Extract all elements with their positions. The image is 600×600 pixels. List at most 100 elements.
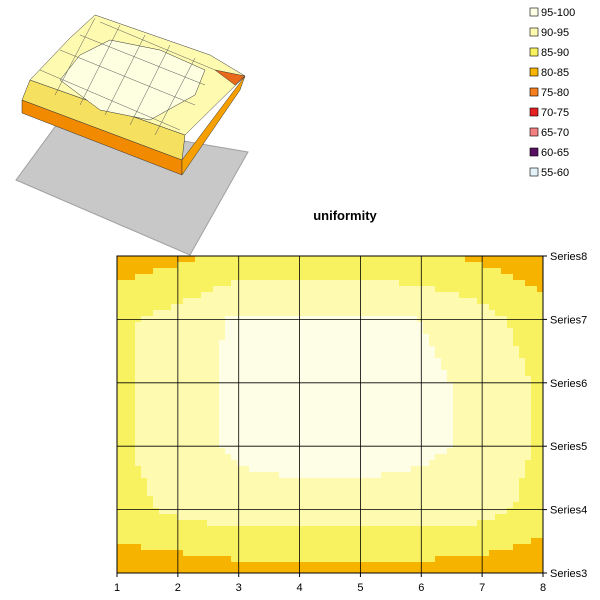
- contour-cell: [411, 466, 418, 473]
- contour-cell: [141, 436, 148, 443]
- contour-cell: [537, 340, 543, 347]
- contour-cell: [363, 400, 370, 407]
- contour-cell: [285, 352, 292, 359]
- contour-cell: [387, 472, 394, 479]
- contour-cell: [237, 520, 244, 527]
- contour-cell: [171, 364, 178, 371]
- contour-cell: [237, 256, 244, 263]
- contour-cell: [381, 364, 388, 371]
- contour-cell: [183, 520, 190, 527]
- contour-cell: [129, 292, 136, 299]
- contour-cell: [219, 442, 226, 449]
- contour-cell: [177, 424, 184, 431]
- contour-cell: [321, 280, 328, 287]
- contour-cell: [297, 262, 304, 269]
- contour-cell: [369, 346, 376, 353]
- contour-cell: [195, 436, 202, 443]
- contour-cell: [219, 550, 226, 557]
- contour-cell: [339, 532, 346, 539]
- contour-cell: [513, 322, 520, 329]
- contour-cell: [465, 568, 472, 573]
- contour-cell: [381, 472, 388, 479]
- contour-cell: [483, 268, 490, 275]
- contour-cell: [447, 382, 454, 389]
- contour-cell: [459, 292, 466, 299]
- contour-cell: [255, 472, 262, 479]
- contour-cell: [507, 394, 514, 401]
- contour-cell: [225, 286, 232, 293]
- contour-cell: [255, 532, 262, 539]
- contour-cell: [285, 418, 292, 425]
- contour-cell: [279, 520, 286, 527]
- contour-cell: [501, 454, 508, 461]
- contour-cell: [465, 334, 472, 341]
- contour-cell: [447, 256, 454, 263]
- contour-cell: [201, 430, 208, 437]
- contour-cell: [255, 484, 262, 491]
- contour-cell: [519, 418, 526, 425]
- contour-cell: [129, 340, 136, 347]
- contour-cell: [291, 430, 298, 437]
- contour-cell: [141, 538, 148, 545]
- contour-cell: [435, 304, 442, 311]
- contour-cell: [537, 532, 543, 539]
- contour-cell: [195, 442, 202, 449]
- x-tick-label-7: 7: [479, 582, 485, 594]
- contour-cell: [135, 496, 142, 503]
- contour-cell: [459, 514, 466, 521]
- contour-cell: [465, 550, 472, 557]
- contour-cell: [513, 448, 520, 455]
- contour-cell: [345, 502, 352, 509]
- contour-cell: [171, 262, 178, 269]
- contour-cell: [159, 568, 166, 573]
- contour-cell: [171, 568, 178, 573]
- contour-cell: [501, 502, 508, 509]
- contour-cell: [405, 550, 412, 557]
- contour-cell: [165, 406, 172, 413]
- contour-cell: [345, 286, 352, 293]
- contour-cell: [387, 382, 394, 389]
- contour-cell: [159, 448, 166, 455]
- contour-cell: [165, 340, 172, 347]
- contour-cell: [141, 394, 148, 401]
- contour-cell: [207, 538, 214, 545]
- contour-cell: [351, 418, 358, 425]
- contour-cell: [183, 400, 190, 407]
- contour-cell: [285, 376, 292, 383]
- contour-cell: [345, 376, 352, 383]
- contour-cell: [417, 364, 424, 371]
- contour-cell: [525, 286, 532, 293]
- contour-cell: [183, 364, 190, 371]
- contour-cell: [189, 358, 196, 365]
- contour-cell: [207, 358, 214, 365]
- contour-cell: [129, 310, 136, 317]
- contour-cell: [513, 262, 520, 269]
- contour-cell: [405, 562, 412, 569]
- contour-cell: [381, 358, 388, 365]
- contour-cell: [237, 550, 244, 557]
- contour-cell: [249, 382, 256, 389]
- contour-cell: [183, 376, 190, 383]
- contour-cell: [249, 436, 256, 443]
- contour-cell: [519, 406, 526, 413]
- contour-cell: [249, 376, 256, 383]
- contour-cell: [351, 496, 358, 503]
- contour-cell: [219, 520, 226, 527]
- contour-cell: [513, 484, 520, 491]
- contour-cell: [381, 448, 388, 455]
- contour-cell: [147, 274, 154, 281]
- contour-cell: [333, 370, 340, 377]
- contour-cell: [177, 514, 184, 521]
- contour-cell: [531, 460, 538, 467]
- contour-cell: [321, 466, 328, 473]
- contour-cell: [237, 460, 244, 467]
- contour-cell: [237, 472, 244, 479]
- contour-cell: [411, 340, 418, 347]
- contour-cell: [483, 544, 490, 551]
- contour-cell: [249, 568, 256, 573]
- contour-cell: [345, 478, 352, 485]
- contour-cell: [405, 436, 412, 443]
- contour-cell: [471, 388, 478, 395]
- contour-cell: [195, 460, 202, 467]
- contour-cell: [351, 382, 358, 389]
